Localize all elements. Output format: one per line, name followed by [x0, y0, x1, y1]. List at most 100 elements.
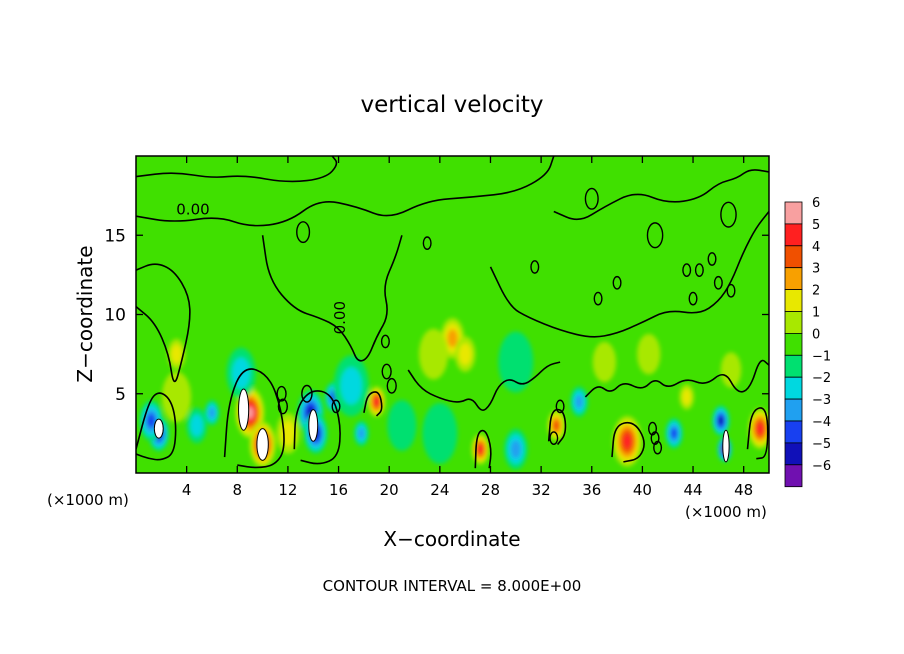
contour-line: [261, 235, 403, 362]
white-core: [256, 428, 269, 461]
plot-area: 0.00 0.00: [136, 156, 769, 473]
velocity-cell: [161, 371, 192, 423]
contour-loop: [381, 363, 392, 380]
contour-loop: [296, 221, 311, 244]
colorbar-swatch: [784, 289, 803, 312]
velocity-level: [422, 402, 458, 464]
velocity-level: [498, 331, 534, 393]
white-core: [153, 418, 164, 439]
x-tick-label: 8: [233, 481, 243, 499]
velocity-cell: [498, 331, 534, 393]
contour-line: [553, 169, 769, 221]
velocity-level: [623, 434, 632, 449]
velocity-cell: [422, 402, 458, 464]
x-tick-label: 16: [329, 481, 348, 499]
colorbar-label: −1: [812, 349, 831, 364]
colorbar-label: 4: [812, 240, 820, 255]
velocity-cell: [570, 386, 588, 417]
white-core: [238, 388, 250, 431]
colorbar-swatch: [784, 442, 803, 466]
velocity-level: [477, 444, 484, 454]
colorbar-label: 0: [812, 327, 820, 342]
velocity-cell: [612, 415, 642, 467]
velocity-cell: [748, 408, 769, 449]
contour-loop: [549, 431, 559, 446]
x-tick-label: 24: [430, 481, 449, 499]
contour-interval-note: CONTOUR INTERVAL = 8.000E+00: [323, 577, 582, 595]
contour-line: [136, 156, 338, 183]
colorbar-label: −4: [812, 415, 831, 430]
velocity-level: [161, 371, 192, 423]
x-tick-label: 32: [532, 481, 551, 499]
velocity-cell: [354, 420, 369, 447]
colorbar-label: −2: [812, 371, 831, 386]
y-axis-label: Z−coordinate: [73, 245, 97, 382]
contour-loop: [422, 236, 432, 251]
contour-loop: [707, 252, 717, 266]
contour-line: [136, 392, 177, 461]
x-axis-label: X−coordinate: [383, 527, 520, 551]
velocity-level: [637, 333, 661, 375]
colorbar-swatch: [784, 464, 803, 488]
velocity-cell: [333, 355, 369, 417]
colorbar-label: −6: [812, 459, 831, 474]
x-axis-ticks: 4 8 12 16 20 24 28 32 36 40 44 48: [182, 156, 753, 499]
contour-line: [136, 156, 555, 227]
colorbar-label: −3: [812, 393, 831, 408]
colorbar-swatch: [784, 311, 803, 334]
velocity-level: [720, 352, 742, 388]
velocity-cell: [504, 428, 528, 470]
x-tick-label: 28: [481, 481, 500, 499]
chart-title: vertical velocity: [361, 92, 544, 118]
velocity-level: [387, 400, 417, 451]
velocity-level: [553, 420, 560, 431]
velocity-cell: [204, 400, 220, 426]
white-core: [308, 409, 319, 442]
contour-labels: 0.00 0.00: [176, 201, 349, 335]
contour-loop: [301, 384, 313, 403]
velocity-level: [682, 389, 692, 405]
velocity-level: [458, 343, 472, 366]
velocity-cell: [471, 434, 490, 465]
velocity-cell: [712, 405, 730, 436]
velocity-field: [139, 317, 769, 470]
contour-loop: [530, 260, 540, 274]
velocity-level: [171, 344, 182, 364]
x-unit-right: (×1000 m): [685, 503, 767, 521]
velocity-cell: [592, 341, 617, 383]
contour-line: [363, 391, 383, 417]
colorbar: 6 5 4 3 2 1 0 −1 −2 −3 −4 −5 −6: [784, 196, 831, 488]
colorbar-swatch: [784, 223, 803, 247]
contour-line: [611, 421, 645, 463]
contour-line: [136, 263, 191, 383]
y-tick-label: 10: [104, 306, 126, 326]
colorbar-swatch: [784, 376, 803, 400]
velocity-level: [147, 413, 156, 428]
x-tick-label: 40: [633, 481, 652, 499]
contour-loop: [682, 263, 692, 278]
contour-loop: [276, 385, 287, 402]
velocity-cell: [679, 384, 694, 410]
contour-line: [584, 359, 769, 398]
contour-lines: [136, 156, 769, 469]
colorbar-swatch: [784, 420, 803, 444]
colorbar-swatch: [784, 332, 803, 356]
velocity-level: [418, 328, 449, 380]
velocity-level: [575, 394, 583, 409]
contour-loop: [331, 399, 341, 414]
colorbar-swatch: [784, 201, 803, 225]
velocity-level: [510, 440, 521, 459]
velocity-level: [208, 407, 216, 419]
colorbar-swatch: [784, 267, 803, 291]
velocity-cell: [720, 352, 742, 388]
velocity-level: [447, 329, 458, 348]
velocity-cell: [186, 407, 207, 444]
velocity-level: [373, 397, 380, 407]
contour-loop: [386, 377, 397, 394]
y-tick-label: 15: [104, 226, 126, 246]
colorbar-label: −5: [812, 437, 831, 452]
velocity-cell: [387, 400, 417, 451]
contour-loop: [713, 275, 723, 290]
contour-label: 0.00: [331, 301, 349, 334]
